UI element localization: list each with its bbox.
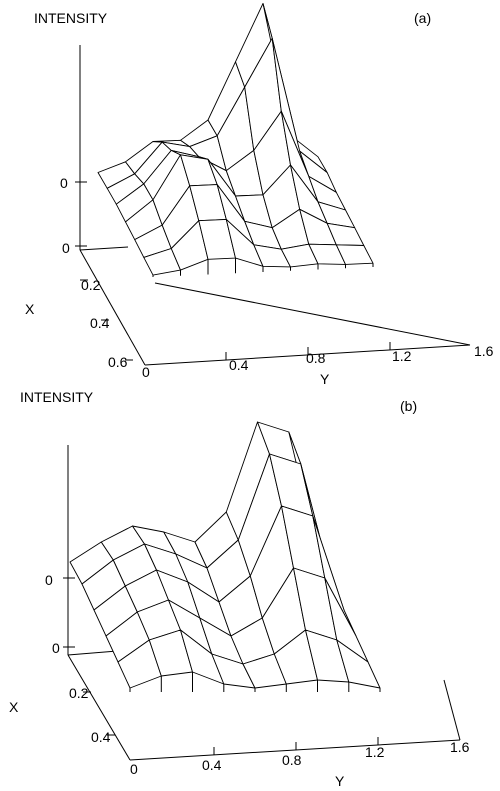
x-axis-line-a (79, 249, 146, 366)
y-tick-a-5: 1.6 (474, 343, 494, 359)
right-floor-edge-a (154, 282, 471, 346)
z-tick-upper-a: 0 (60, 175, 68, 191)
y-tick-b-4: 1.2 (365, 744, 385, 760)
back-edge-a (79, 246, 129, 251)
y-tick-a-4: 1.2 (392, 348, 412, 364)
right-floor-edge-b (443, 679, 461, 741)
y-tick-b-5: 1.6 (450, 739, 470, 755)
x-tick-a-2: 0.4 (90, 315, 110, 331)
z-tick-lower-a: 0 (62, 240, 70, 256)
y-axis-label-a: Y (320, 371, 330, 387)
surface-mesh-a (97, 3, 374, 277)
z-axis-label-a: INTENSITY (34, 10, 108, 26)
x-tick-b-1: 0.2 (69, 685, 89, 701)
x-tick-b-2: 0.4 (91, 729, 111, 745)
panel-b: INTENSITY (b) X Y 0 0 0.2 0.4 0 0.4 0.8 … (9, 389, 470, 789)
y-tick-b-3: 0.8 (282, 752, 302, 768)
panel-label-a: (a) (414, 10, 431, 26)
x-tick-a-1: 0.2 (81, 277, 101, 293)
y-tick-a-1: 0 (142, 364, 150, 380)
panel-a: INTENSITY (a) X Y 0 0 0.2 0.4 0.6 0 0.4 … (25, 3, 494, 387)
z-axis-label-b: INTENSITY (20, 389, 94, 405)
z-tick-upper-b: 0 (45, 572, 53, 588)
x-axis-label-b: X (9, 699, 19, 715)
x-tick-a-3: 0.6 (108, 354, 128, 370)
surface-mesh-b (69, 421, 381, 692)
y-tick-a-2: 0.4 (229, 357, 249, 373)
y-tick-a-3: 0.8 (306, 350, 326, 366)
y-axis-label-b: Y (335, 773, 345, 789)
z-tick-lower-b: 0 (52, 640, 60, 656)
x-axis-line-b (67, 654, 131, 761)
y-tick-b-1: 0 (130, 761, 138, 777)
x-axis-label-a: X (25, 301, 35, 317)
y-tick-b-2: 0.4 (202, 757, 222, 773)
panel-label-b: (b) (400, 398, 417, 414)
y-axis-line-b (129, 739, 461, 761)
